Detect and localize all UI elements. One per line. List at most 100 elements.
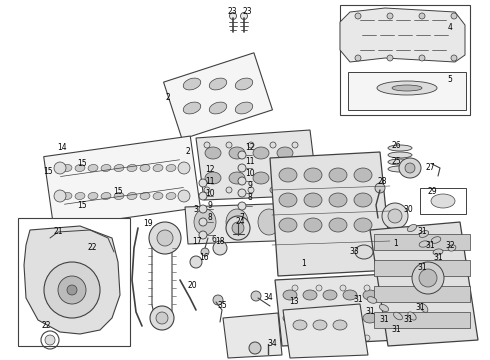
Ellipse shape <box>88 165 98 171</box>
Text: 5: 5 <box>447 76 452 85</box>
Ellipse shape <box>412 262 444 294</box>
Circle shape <box>150 306 174 330</box>
Circle shape <box>251 291 261 301</box>
Text: 30: 30 <box>403 206 413 215</box>
Text: 22: 22 <box>41 321 51 330</box>
Ellipse shape <box>323 313 337 323</box>
Ellipse shape <box>114 165 124 171</box>
Ellipse shape <box>178 162 190 174</box>
Ellipse shape <box>235 78 253 90</box>
Ellipse shape <box>229 147 245 159</box>
Ellipse shape <box>114 193 124 199</box>
Circle shape <box>340 335 346 341</box>
Circle shape <box>213 241 227 255</box>
Ellipse shape <box>367 297 377 303</box>
Polygon shape <box>196 130 318 200</box>
Text: 1: 1 <box>393 239 398 248</box>
Circle shape <box>248 187 254 193</box>
Ellipse shape <box>419 230 429 238</box>
Text: 16: 16 <box>199 253 209 262</box>
Text: 31: 31 <box>433 253 443 262</box>
Ellipse shape <box>388 209 402 223</box>
Ellipse shape <box>407 224 416 231</box>
Polygon shape <box>24 226 120 334</box>
Ellipse shape <box>393 312 402 320</box>
Text: 26: 26 <box>391 140 401 149</box>
Ellipse shape <box>379 305 389 311</box>
Text: 22: 22 <box>87 243 97 252</box>
Bar <box>374 286 470 302</box>
Circle shape <box>419 55 425 61</box>
Circle shape <box>58 276 86 304</box>
Text: 23: 23 <box>227 8 237 17</box>
Ellipse shape <box>408 312 416 320</box>
Ellipse shape <box>75 165 85 171</box>
Bar <box>374 260 470 276</box>
Ellipse shape <box>54 190 66 202</box>
Ellipse shape <box>431 237 441 243</box>
Text: 10: 10 <box>205 189 215 198</box>
Circle shape <box>292 142 298 148</box>
Text: 31: 31 <box>403 315 413 324</box>
Polygon shape <box>283 304 368 358</box>
Ellipse shape <box>303 290 317 300</box>
Circle shape <box>419 13 425 19</box>
Ellipse shape <box>153 165 163 171</box>
Circle shape <box>270 142 276 148</box>
Text: 31: 31 <box>391 325 401 334</box>
Text: 31: 31 <box>417 228 427 237</box>
Ellipse shape <box>226 209 248 235</box>
Ellipse shape <box>101 165 111 171</box>
Ellipse shape <box>283 313 297 323</box>
Ellipse shape <box>419 241 429 247</box>
Circle shape <box>238 189 246 197</box>
Ellipse shape <box>343 313 357 323</box>
Circle shape <box>375 183 385 193</box>
Circle shape <box>229 13 237 19</box>
Circle shape <box>451 55 457 61</box>
Text: 25: 25 <box>391 158 401 166</box>
Circle shape <box>248 142 254 148</box>
Ellipse shape <box>166 165 176 171</box>
Text: 31: 31 <box>379 315 389 324</box>
Bar <box>340 5 470 115</box>
Circle shape <box>67 285 77 295</box>
Circle shape <box>355 55 361 61</box>
Text: 11: 11 <box>245 157 255 166</box>
Ellipse shape <box>88 193 98 199</box>
Text: 6: 6 <box>212 235 217 244</box>
Circle shape <box>249 342 261 354</box>
Ellipse shape <box>277 172 293 184</box>
Text: 31: 31 <box>425 242 435 251</box>
Polygon shape <box>223 313 282 358</box>
Ellipse shape <box>329 193 347 207</box>
Bar <box>18 218 130 346</box>
Circle shape <box>157 230 173 246</box>
Text: 3: 3 <box>194 206 198 215</box>
Text: 32: 32 <box>445 242 455 251</box>
Text: 34: 34 <box>263 293 273 302</box>
Circle shape <box>204 187 210 193</box>
Ellipse shape <box>277 147 293 159</box>
Circle shape <box>241 13 247 19</box>
Bar <box>420 188 466 214</box>
Text: 17: 17 <box>192 238 202 247</box>
Ellipse shape <box>431 194 455 208</box>
Ellipse shape <box>304 168 322 182</box>
Ellipse shape <box>388 159 412 165</box>
Ellipse shape <box>209 78 227 90</box>
Polygon shape <box>370 222 478 346</box>
Text: 4: 4 <box>447 23 452 32</box>
Ellipse shape <box>62 165 72 171</box>
Ellipse shape <box>140 193 150 199</box>
Ellipse shape <box>229 172 245 184</box>
Circle shape <box>226 142 232 148</box>
Circle shape <box>238 151 246 159</box>
Ellipse shape <box>279 218 297 232</box>
Circle shape <box>213 295 223 305</box>
Text: 7: 7 <box>240 213 245 222</box>
Ellipse shape <box>377 81 437 95</box>
Text: 14: 14 <box>57 144 67 153</box>
Circle shape <box>204 142 210 148</box>
Circle shape <box>226 216 250 240</box>
